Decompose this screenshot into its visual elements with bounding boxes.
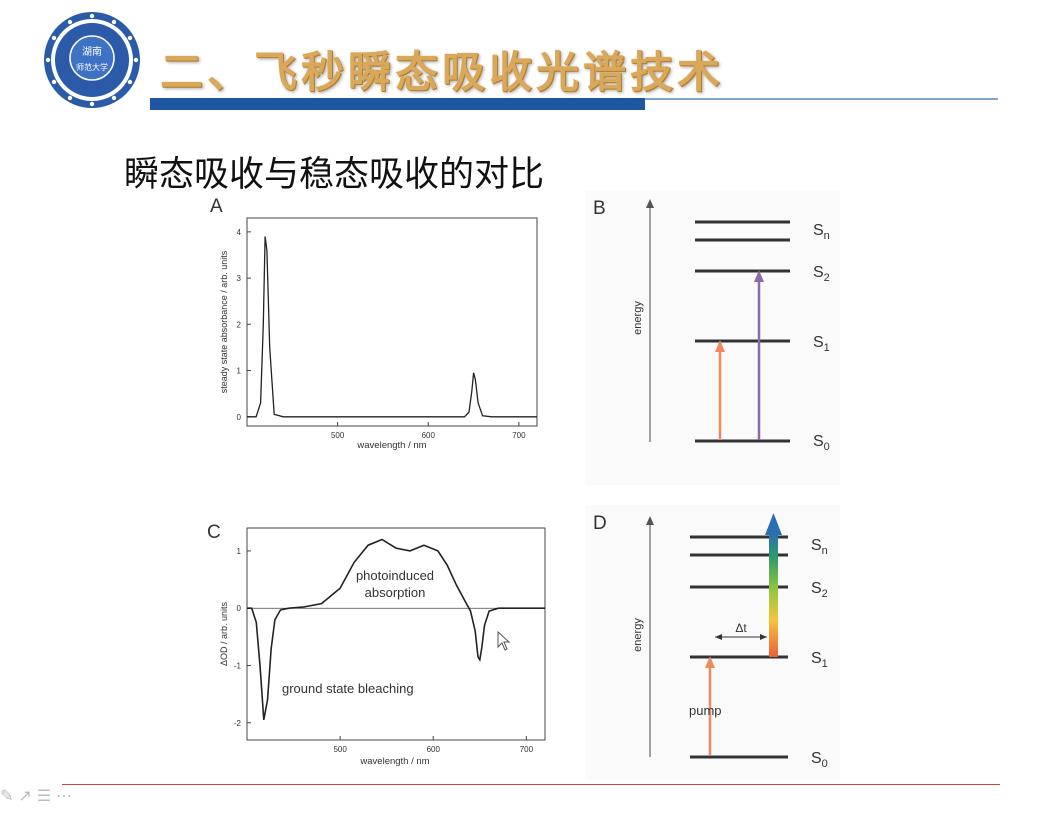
panel-a-plot-frame bbox=[246, 217, 538, 427]
panel-d-label: D bbox=[593, 513, 607, 534]
panel-c-delta-od-curve bbox=[247, 538, 545, 721]
slide-title: 二、飞秒瞬态吸收光谱技术 bbox=[160, 48, 724, 98]
panel-d-pump-label: pump bbox=[689, 703, 722, 718]
panel-a-chart: A 0 1 2 3 4 500 600 700 steady state absorbanc… bbox=[210, 196, 538, 451]
panel-d-s0-label: S0 bbox=[811, 750, 828, 770]
panel-b-energy-arrowhead bbox=[646, 199, 654, 208]
panel-d-pump-arrowhead bbox=[705, 656, 715, 668]
panel-d-delay-label: Δt bbox=[735, 621, 747, 635]
panel-b-energy-label: energy bbox=[632, 301, 644, 335]
university-seal-icon: 湖南 师范大学 bbox=[44, 12, 140, 108]
footer-rule bbox=[62, 784, 1000, 785]
y-tick-label: 4 bbox=[237, 228, 242, 237]
panel-b-s0-label: S0 bbox=[813, 433, 830, 453]
panel-c-label: C bbox=[207, 522, 221, 543]
y-tick-label: 0 bbox=[237, 604, 242, 613]
panel-d-diagram: D energy pump Δt Sn S2 S1 S0 bbox=[585, 505, 840, 780]
panel-a-ylabel: steady state absorbance / arb. units bbox=[219, 250, 229, 393]
panel-d-delay-arrowhead-left bbox=[715, 634, 722, 640]
panel-d-probe-arrowhead bbox=[765, 513, 782, 535]
logo-text-main: 师范大学 bbox=[76, 62, 108, 72]
panel-c-annotation-absorption-1: photoinduced bbox=[356, 568, 434, 583]
x-tick-label: 600 bbox=[427, 745, 441, 754]
panel-c-chart: C 1 0 -1 -2 500 600 700 photoinduced absorpti… bbox=[207, 522, 546, 767]
panel-a-absorbance-curve bbox=[247, 236, 537, 418]
panel-b-arrowhead-s2 bbox=[754, 270, 764, 282]
panel-c-annotation-bleaching: ground state bleaching bbox=[282, 681, 414, 696]
panel-d-sn-label: Sn bbox=[811, 537, 828, 557]
panel-d-s1-label: S1 bbox=[811, 650, 828, 670]
title-underline-bar bbox=[150, 98, 645, 110]
panel-c-plot-frame bbox=[246, 527, 546, 741]
x-tick-label: 500 bbox=[333, 745, 347, 754]
mouse-cursor-icon bbox=[497, 631, 511, 651]
y-tick-label: 1 bbox=[237, 367, 242, 376]
y-tick-label: -1 bbox=[234, 662, 242, 671]
x-tick-label: 600 bbox=[422, 431, 436, 440]
panel-d-energy-arrowhead bbox=[646, 516, 654, 525]
menu-icon[interactable]: ☰ bbox=[36, 788, 57, 805]
panel-b-s2-label: S2 bbox=[813, 264, 830, 284]
panel-d-delay-arrowhead-right bbox=[760, 634, 767, 640]
y-tick-label: 1 bbox=[237, 547, 242, 556]
panel-c-annotation-absorption-2: absorption bbox=[365, 585, 426, 600]
panel-c-ylabel: ΔOD / arb. units bbox=[219, 601, 229, 666]
panel-b-sn-label: Sn bbox=[813, 222, 830, 242]
title-underline-thin bbox=[645, 98, 998, 100]
x-tick-label: 500 bbox=[331, 431, 345, 440]
y-tick-label: 2 bbox=[237, 320, 242, 329]
panel-b-label: B bbox=[593, 198, 606, 219]
pen-icon[interactable]: ✎ bbox=[0, 788, 19, 805]
more-icon[interactable]: ⋯ bbox=[56, 788, 78, 805]
panel-d-background bbox=[585, 505, 840, 780]
y-tick-label: -2 bbox=[234, 719, 242, 728]
panel-c-xlabel: wavelength / nm bbox=[359, 756, 429, 767]
panel-b-arrowhead-s1 bbox=[715, 340, 725, 352]
y-tick-label: 0 bbox=[237, 413, 242, 422]
university-logo: 湖南 师范大学 bbox=[42, 10, 142, 110]
x-tick-label: 700 bbox=[512, 431, 526, 440]
panel-d-s2-label: S2 bbox=[811, 580, 828, 600]
pointer-icon[interactable]: ↗ bbox=[18, 788, 37, 805]
panel-d-energy-label: energy bbox=[632, 618, 644, 652]
y-tick-label: 3 bbox=[237, 274, 242, 283]
slideshow-nav-tools[interactable]: ✎↗☰⋯ bbox=[0, 786, 77, 806]
panel-a-xlabel: wavelength / nm bbox=[356, 440, 426, 451]
panel-b-s1-label: S1 bbox=[813, 334, 830, 354]
panel-a-label: A bbox=[210, 196, 223, 217]
slide-subtitle: 瞬态吸收与稳态吸收的对比 bbox=[124, 155, 545, 195]
x-tick-label: 700 bbox=[520, 745, 534, 754]
panel-d-probe-arrow bbox=[769, 533, 778, 657]
panel-b-diagram: B energy Sn S2 S1 S0 bbox=[585, 190, 840, 485]
logo-text-top: 湖南 bbox=[82, 45, 102, 58]
